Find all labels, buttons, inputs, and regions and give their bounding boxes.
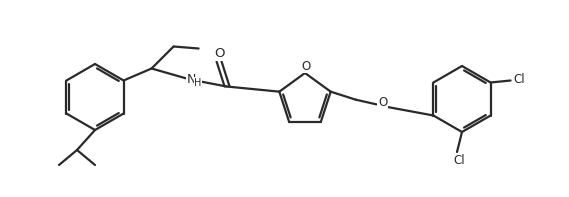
Text: O: O — [215, 47, 225, 60]
Text: O: O — [302, 59, 311, 72]
Text: Cl: Cl — [453, 154, 465, 167]
Text: N: N — [187, 73, 196, 86]
Text: H: H — [195, 77, 202, 87]
Text: O: O — [378, 96, 387, 109]
Text: Cl: Cl — [514, 73, 525, 86]
